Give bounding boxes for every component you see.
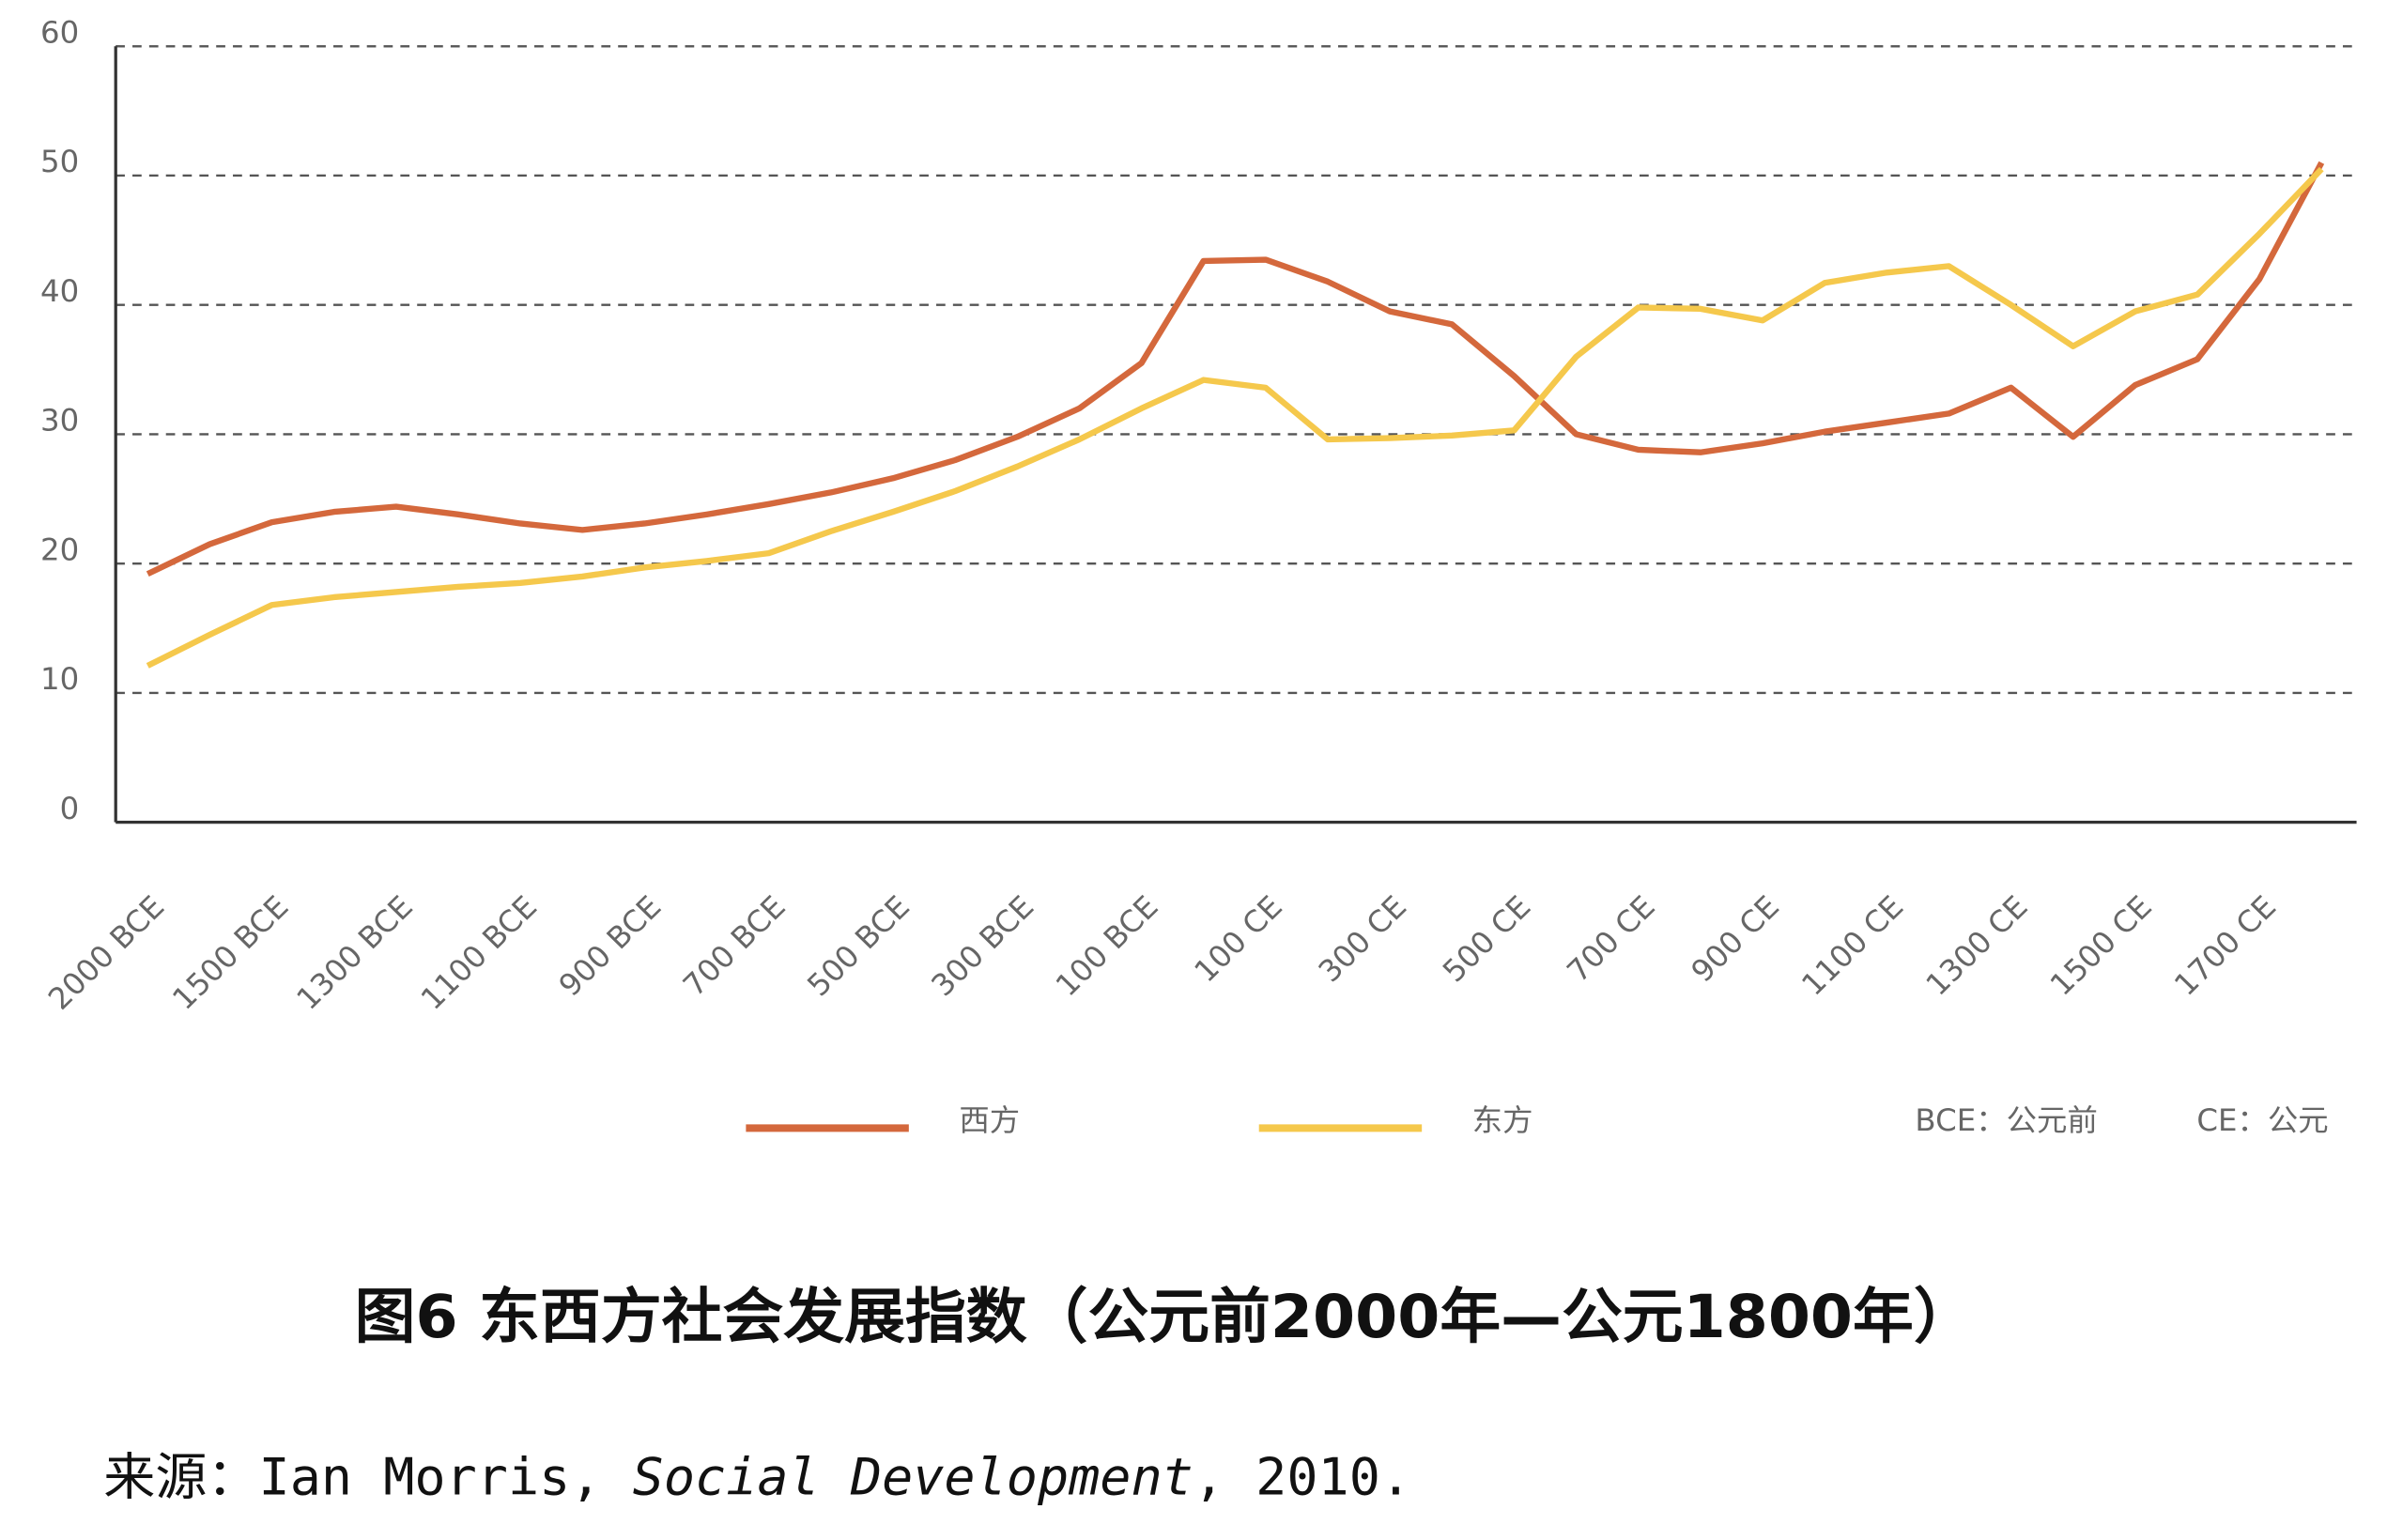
source-suffix: , 2010.: [1194, 1447, 1411, 1506]
source-work: Social Development: [633, 1447, 1194, 1506]
legend-label: 西方: [959, 1102, 1020, 1138]
x-tick-label: 1300 CE: [1918, 889, 2034, 1003]
x-tick-label: 1100 BCE: [414, 889, 545, 1017]
series-line: [146, 161, 2325, 578]
x-tick-label: 700 BCE: [676, 889, 793, 1004]
legend-label: 东方: [1472, 1102, 1533, 1138]
chart-title: 图6 东西方社会发展指数（公元前2000年—公元1800年）: [355, 1282, 1975, 1351]
y-tick-label: 0: [60, 791, 80, 826]
source-prefix: 来源：Ian Morris,: [103, 1447, 632, 1506]
x-tick-label: 300 CE: [1312, 889, 1414, 990]
x-tick-label: 100 CE: [1187, 889, 1289, 990]
x-tick-label: 500 CE: [1436, 889, 1538, 990]
y-tick-label: 20: [40, 532, 79, 568]
note: BCE：公元前: [1915, 1102, 2097, 1138]
y-tick-label: 10: [40, 661, 79, 697]
x-tick-label: 900 BCE: [552, 889, 669, 1004]
source: 来源：Ian Morris, Social Development, 2010.: [103, 1447, 1411, 1506]
x-tick-label: 1500 CE: [2043, 889, 2159, 1003]
x-tick-label: 900 CE: [1684, 889, 1786, 990]
y-tick-label: 30: [40, 403, 79, 439]
y-tick-label: 40: [40, 273, 79, 309]
series-line: [146, 166, 2324, 669]
y-tick-label: 60: [40, 15, 79, 51]
x-tick-label: 1100 CE: [1794, 889, 1910, 1003]
x-tick-label: 100 BCE: [1049, 889, 1165, 1004]
x-tick-label: 1300 BCE: [289, 889, 420, 1017]
x-tick-label: 1700 CE: [2167, 889, 2283, 1003]
x-tick-label: 1500 BCE: [165, 889, 296, 1017]
x-tick-label: 500 BCE: [800, 889, 916, 1004]
x-tick-label: 700 CE: [1560, 889, 1662, 990]
note: CE：公元: [2196, 1102, 2328, 1138]
y-tick-label: 50: [40, 144, 79, 179]
x-tick-label: 300 BCE: [924, 889, 1040, 1004]
x-tick-label: 2000 BCE: [41, 889, 172, 1017]
